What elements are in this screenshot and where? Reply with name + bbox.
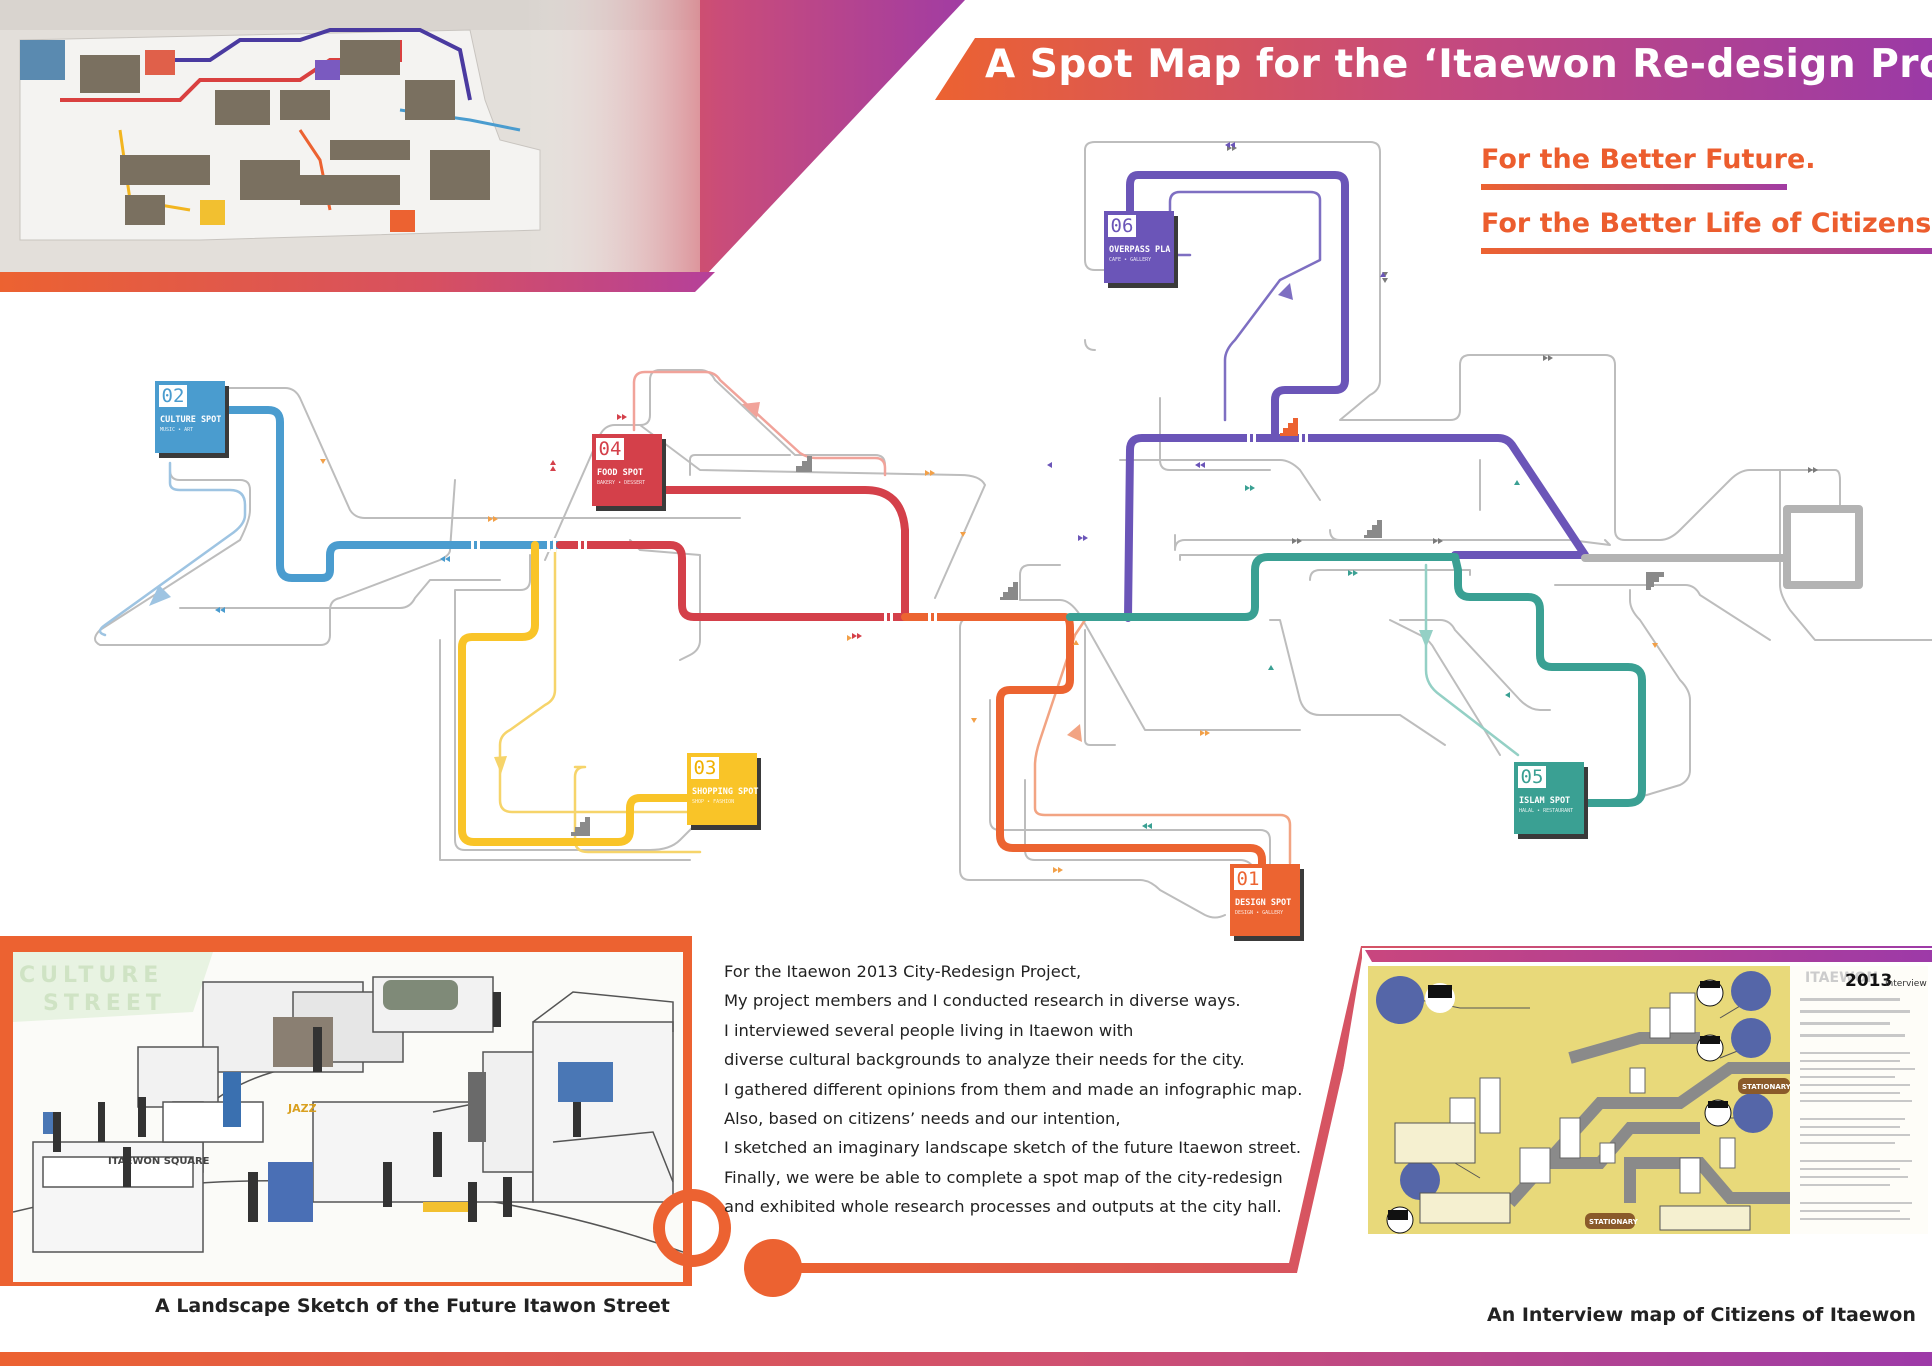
interview-panel: ITAEWON 2013 interview [1300, 948, 1932, 1366]
tagline-1-underline [1481, 184, 1787, 190]
red-route-line [556, 486, 909, 621]
title-banner [935, 38, 1932, 100]
spot-03-shopping[interactable]: 03 SHOPPING SPOT SHOP • FASHION [687, 753, 759, 825]
description-line: diverse cultural backgrounds to analyze … [724, 1050, 1245, 1070]
spot-sub: CAFE • GALLERY [1109, 257, 1152, 263]
spot-name: DESIGN SPOT [1235, 898, 1292, 908]
description-line: I gathered different opinions from them … [724, 1079, 1303, 1099]
sketch-sign-itaewon-square: ITAEWON SQUARE [108, 1156, 210, 1167]
purple-route-line [1124, 171, 1589, 622]
orange-thin-line [1033, 618, 1292, 865]
interchange-markers [471, 431, 1308, 624]
spot-name: FOOD SPOT [597, 468, 644, 478]
spot-number: 02 [159, 385, 187, 407]
tagline-2-underline [1481, 248, 1932, 254]
description-line: Finally, we were be able to complete a s… [724, 1167, 1283, 1187]
sketch-sign-jazz: JAZZ [287, 1102, 317, 1115]
sketch-sign-street: STREET [43, 991, 166, 1016]
sketch-sign-culture: CULTURE [19, 963, 163, 988]
tagline-1: For the Better Future. [1481, 144, 1816, 175]
sketch-people [53, 992, 581, 1222]
tagline-2: For the Better Life of Citizens. [1481, 208, 1932, 239]
exhibition-photo [0, 0, 700, 272]
spot-number: 05 [1518, 766, 1546, 788]
spot-name: SHOPPING SPOT [692, 787, 759, 797]
interview-text-lines [1800, 998, 1915, 1220]
yellow-thin-line-2 [573, 765, 702, 854]
spot-number: 04 [596, 438, 624, 460]
blue-route-line [221, 406, 564, 582]
interview-heading-small: ITAEWON [1805, 970, 1878, 986]
teal-route-line [1066, 553, 1646, 807]
red-thin-line [632, 370, 887, 477]
spot-name: CULTURE SPOT [160, 415, 222, 425]
bottom-strip [0, 1352, 1932, 1366]
teal-thin-line [1424, 563, 1520, 757]
spot-sub: HALAL • RESTAURANT [1519, 808, 1574, 814]
description-line: For the Itaewon 2013 City-Redesign Proje… [724, 962, 1082, 981]
thin-connector-lines [94, 141, 1932, 919]
purple-thin-line [1168, 190, 1322, 422]
spot-sub: SHOP • FASHION [692, 799, 735, 805]
yellow-thin-line [498, 543, 702, 814]
interview-note-boxes [1394, 1122, 1751, 1231]
terminal-square [1783, 505, 1863, 589]
landscape-sketch: CULTURE STREET [13, 952, 683, 1282]
spot-sub: BAKERY • DESSERT [597, 480, 646, 486]
spot-name: ISLAM SPOT [1519, 796, 1571, 806]
spot-02-culture[interactable]: 02 CULTURE SPOT MUSIC • ART [155, 381, 225, 453]
interview-bubbles [1376, 971, 1773, 1234]
spot-number: 01 [1234, 868, 1262, 890]
stair-icons [571, 418, 1664, 836]
interview-stationary-signs: STATIONARY STATIONARY [1585, 1078, 1792, 1229]
interview-caption: An Interview map of Citizens of Itaewon [1487, 1304, 1916, 1326]
page-title: A Spot Map for the ‘Itaewon Re-design Pr… [985, 42, 1932, 87]
description-line: I sketched an imaginary landscape sketch… [724, 1138, 1302, 1158]
spot-04-food[interactable]: 04 FOOD SPOT BAKERY • DESSERT [592, 434, 662, 506]
spot-01-design[interactable]: 01 DESIGN SPOT DESIGN • GALLERY [1230, 864, 1300, 936]
spot-map [94, 141, 1932, 919]
direction-arrows [149, 142, 1818, 873]
spot-sub: DESIGN • GALLERY [1235, 910, 1284, 916]
spot-sub: MUSIC • ART [160, 427, 194, 433]
sketch-caption: A Landscape Sketch of the Future Itawon … [155, 1295, 670, 1317]
orange-route-line [901, 613, 1266, 899]
interview-heading-tail: interview [1885, 979, 1927, 989]
spot-06-overpass[interactable]: 06 OVERPASS PLA CAFE • GALLERY [1104, 211, 1174, 283]
interview-map-buildings [1449, 992, 1736, 1194]
spot-name: OVERPASS PLA [1109, 245, 1171, 255]
yellow-route-line [458, 541, 694, 846]
sketch-color-accents [43, 980, 613, 1222]
stationary-sign-1: STATIONARY [1742, 1083, 1792, 1091]
description-line: I interviewed several people living in I… [724, 1020, 1134, 1040]
sketch-panel: CULTURE STREET [0, 936, 692, 1366]
description-line: and exhibited whole research processes a… [724, 1197, 1282, 1217]
blue-thin-line [98, 461, 247, 637]
spot-number: 06 [1108, 215, 1136, 237]
description-line: Also, based on citizens’ needs and our i… [724, 1109, 1121, 1129]
description-line: My project members and I conducted resea… [724, 991, 1241, 1011]
interview-heading: 2013 [1845, 971, 1892, 991]
description-paragraph: For the Itaewon 2013 City-Redesign Proje… [724, 957, 1302, 1222]
spot-number: 03 [691, 757, 719, 779]
stationary-sign-2: STATIONARY [1589, 1218, 1639, 1226]
spot-05-islam[interactable]: 05 ISLAM SPOT HALAL • RESTAURANT [1514, 762, 1584, 834]
